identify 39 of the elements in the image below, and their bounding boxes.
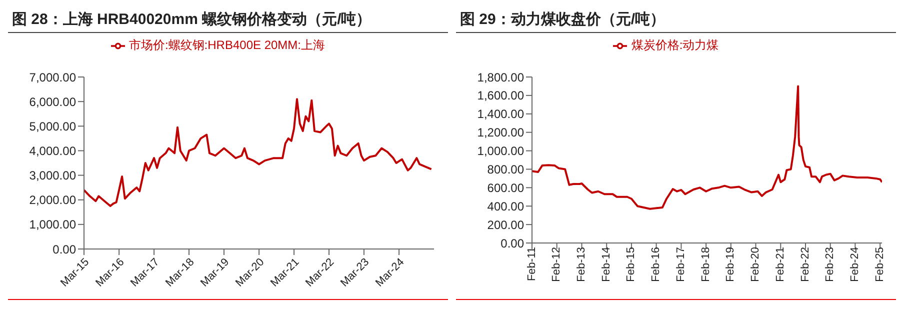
x-tick-label: Feb-13 — [576, 247, 588, 282]
legend-label: 煤炭价格:动力煤 — [631, 38, 719, 52]
legend-label: 市场价:螺纹钢:HRB400E 20MM:上海 — [128, 38, 326, 52]
x-tick-label: Feb-16 — [650, 247, 662, 282]
x-tick-label: Feb-11 — [526, 247, 538, 282]
x-tick-label: Feb-20 — [750, 247, 762, 282]
y-tick-label: 5,000.00 — [29, 119, 76, 134]
x-tick-label: Feb-21 — [774, 247, 786, 282]
chart-title: 图 28：上海 HRB40020mm 螺纹钢价格变动（元/吨） — [8, 8, 448, 33]
y-tick-label: 400.00 — [487, 199, 524, 214]
y-tick-label: 2,000.00 — [29, 193, 76, 208]
y-tick-label: 6,000.00 — [29, 94, 76, 109]
y-tick-label: 1,800.00 — [477, 70, 524, 84]
y-tick-label: 0.00 — [52, 242, 76, 256]
line-series — [532, 85, 882, 210]
chart-title: 图 29：动力煤收盘价（元/吨） — [456, 8, 896, 33]
y-tick-label: 1,600.00 — [477, 88, 524, 103]
y-tick-label: 1,000.00 — [29, 218, 76, 232]
y-tick-label: 1,000.00 — [477, 144, 524, 158]
x-tick-label: Feb-22 — [799, 247, 812, 282]
y-tick-label: 4,000.00 — [29, 144, 76, 158]
y-tick-label: 1,400.00 — [477, 107, 524, 122]
line-series — [84, 98, 432, 207]
y-tick-label: 200.00 — [487, 218, 524, 232]
x-tick-label: Feb-15 — [625, 247, 638, 282]
y-tick-label: 1,200.00 — [477, 126, 524, 140]
x-tick-label: Feb-19 — [724, 247, 737, 282]
x-tick-label: Feb-25 — [874, 247, 886, 282]
x-tick-label: Feb-14 — [600, 247, 612, 282]
y-tick-label: 3,000.00 — [29, 168, 76, 183]
y-tick-label: 600.00 — [487, 180, 524, 195]
x-tick-label: Feb-12 — [550, 247, 563, 282]
x-tick-label: Feb-18 — [700, 247, 712, 282]
y-tick-label: 0.00 — [500, 236, 524, 250]
x-tick-label: Feb-17 — [675, 247, 688, 282]
x-tick-label: Feb-23 — [824, 247, 836, 282]
y-tick-label: 800.00 — [487, 162, 524, 176]
x-tick-label: Feb-24 — [848, 247, 861, 282]
y-tick-label: 7,000.00 — [29, 70, 76, 84]
